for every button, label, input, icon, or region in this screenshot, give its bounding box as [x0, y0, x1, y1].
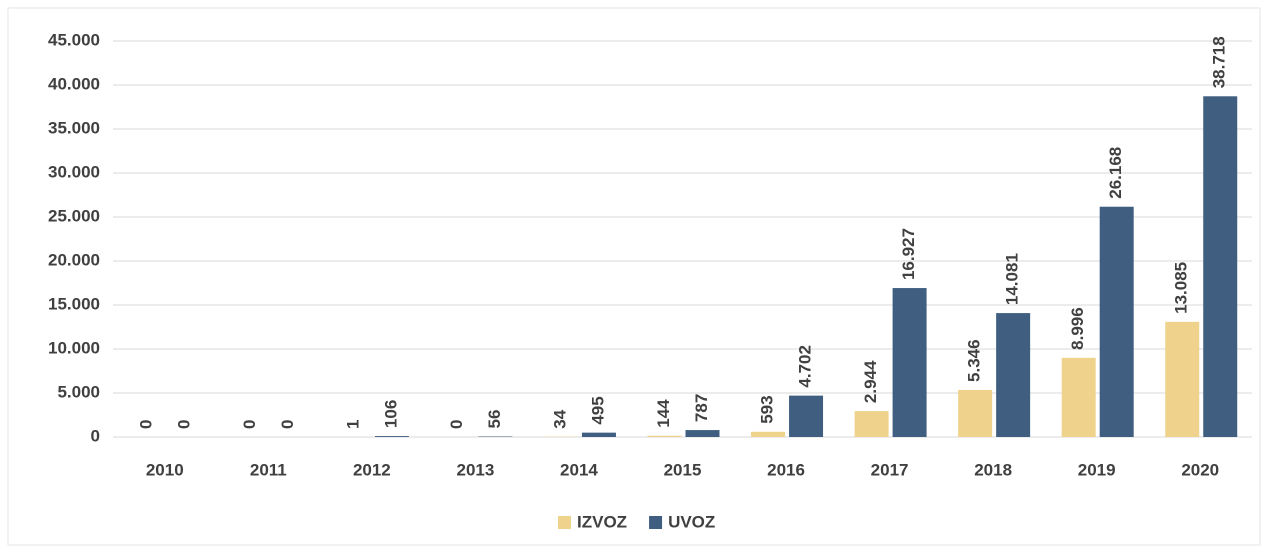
y-tick-label: 35.000: [48, 118, 100, 137]
bar: [647, 435, 682, 437]
value-label: 13.085: [1172, 262, 1191, 314]
x-tick-label: 2011: [250, 460, 287, 479]
bar: [581, 432, 616, 437]
x-tick-label: 2013: [456, 460, 494, 479]
value-label: 34: [550, 409, 569, 428]
legend-label: IZVOZ: [577, 512, 627, 531]
value-label: 0: [278, 420, 297, 429]
y-tick-label: 45.000: [48, 30, 100, 49]
value-label: 16.927: [899, 228, 918, 280]
x-tick-label: 2019: [1078, 460, 1116, 479]
value-label: 0: [240, 420, 259, 429]
legend-swatch: [558, 516, 571, 529]
bar: [892, 288, 927, 437]
bar: [1203, 96, 1238, 437]
bar: [374, 436, 409, 437]
value-label: 495: [588, 396, 607, 424]
y-tick-label: 25.000: [48, 206, 100, 225]
value-label: 0: [174, 420, 193, 429]
y-tick-label: 10.000: [48, 338, 100, 357]
bar: [996, 313, 1031, 437]
value-label: 787: [692, 394, 711, 422]
bar: [1099, 206, 1134, 437]
legend-swatch: [649, 516, 663, 529]
bar: [751, 431, 786, 437]
y-tick-label: 15.000: [48, 294, 100, 313]
y-tick-label: 0: [91, 426, 100, 445]
legend-label: UVOZ: [668, 512, 715, 531]
bar: [685, 430, 720, 437]
value-label: 56: [485, 410, 504, 429]
value-label: 0: [136, 420, 155, 429]
bar: [854, 411, 889, 437]
y-tick-label: 40.000: [48, 74, 100, 93]
y-tick-label: 5.000: [57, 382, 100, 401]
value-label: 106: [381, 400, 400, 428]
value-label: 5.346: [965, 339, 984, 382]
value-label: 38.718: [1210, 36, 1229, 88]
value-label: 14.081: [1003, 253, 1022, 305]
bar: [789, 395, 824, 437]
x-tick-label: 2010: [146, 460, 184, 479]
y-tick-label: 20.000: [48, 250, 100, 269]
chart-frame: [7, 7, 1261, 546]
value-label: 26.168: [1106, 147, 1125, 199]
value-label: 8.996: [1068, 307, 1087, 350]
x-tick-label: 2012: [353, 460, 391, 479]
bar: [958, 389, 993, 437]
value-label: 4.702: [796, 345, 815, 388]
x-tick-label: 2014: [560, 460, 598, 479]
x-tick-label: 2020: [1181, 460, 1219, 479]
y-tick-label: 30.000: [48, 162, 100, 181]
value-label: 0: [447, 420, 466, 429]
bar: [1061, 357, 1096, 437]
value-label: 144: [654, 399, 673, 428]
value-label: 2.944: [861, 360, 880, 403]
bar: [1165, 321, 1200, 437]
x-tick-label: 2015: [664, 460, 702, 479]
value-label: 1: [343, 420, 362, 429]
x-tick-label: 2017: [871, 460, 909, 479]
x-tick-label: 2018: [974, 460, 1012, 479]
value-label: 593: [758, 395, 777, 423]
x-tick-label: 2016: [767, 460, 805, 479]
